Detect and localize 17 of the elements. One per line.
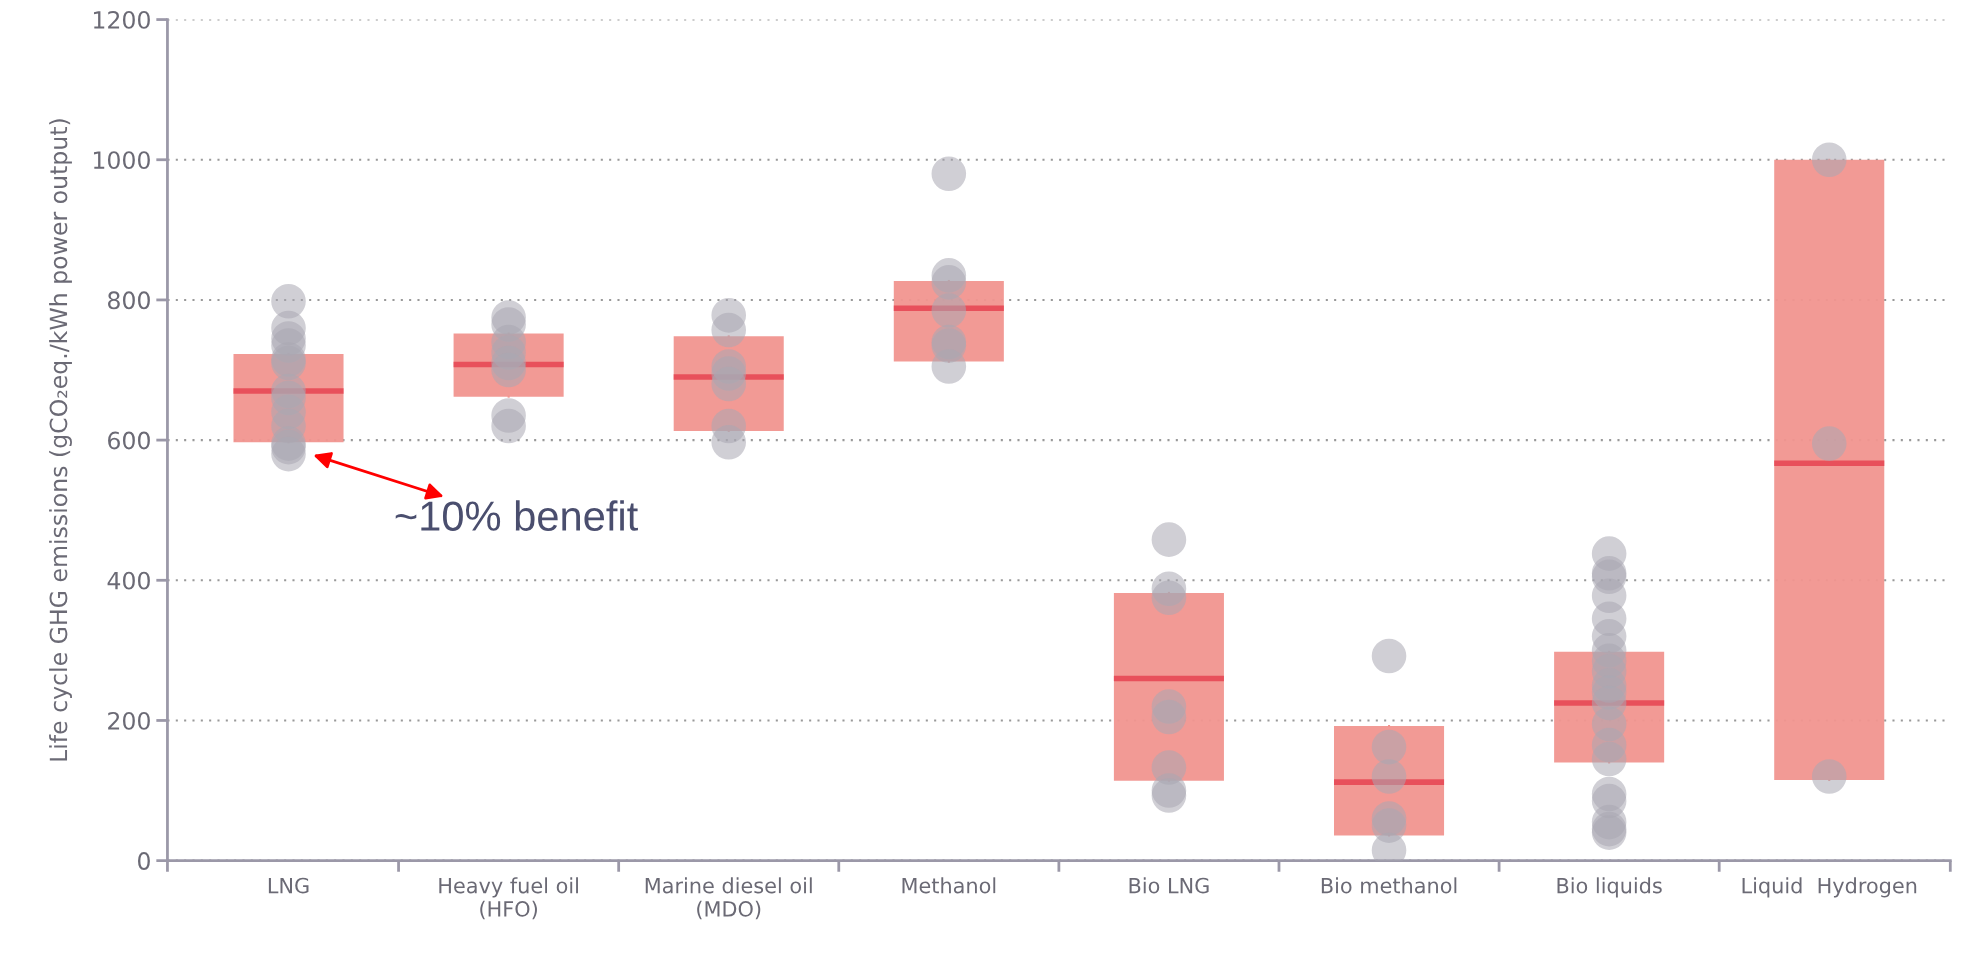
annotation: ~10% benefit — [395, 500, 638, 531]
y-tick-label: 1200 — [93, 11, 150, 29]
x-tick-label: Bio methanol — [1321, 877, 1457, 894]
y-tick-label: 400 — [107, 571, 150, 590]
y-tick-label: 1000 — [93, 151, 150, 170]
y-axis-title: Life cycle GHG emissions (gCO₂eq./kWh power output) — [49, 119, 72, 761]
x-tick-label: Bio LNG — [1129, 877, 1209, 894]
y-tick-label: 0 — [138, 852, 150, 870]
y-tick-label: 600 — [108, 431, 150, 450]
y-tick-label: 200 — [108, 711, 150, 730]
x-tick-label: Methanol — [902, 877, 996, 894]
x-tick-label: Marine diesel oil (MDO) — [645, 877, 812, 920]
x-tick-label: Liquid Hydrogen — [1742, 877, 1917, 898]
x-tick-label: Heavy fuel oil (HFO) — [439, 877, 578, 920]
y-tick-label: 800 — [108, 291, 150, 310]
x-tick-label: Bio liquids — [1557, 877, 1662, 898]
x-tick-label: LNG — [268, 877, 309, 894]
